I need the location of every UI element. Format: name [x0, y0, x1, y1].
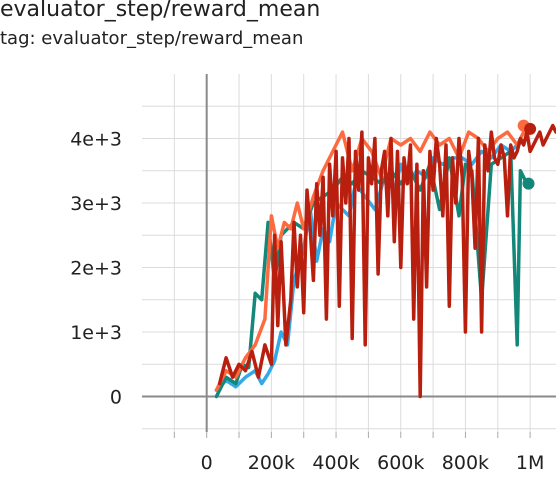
y-tick-label: 4e+3	[70, 129, 122, 151]
chart-end-markers	[517, 119, 537, 190]
series-line-4	[217, 123, 556, 399]
y-tick-label: 0	[110, 387, 122, 409]
chart-title: evaluator_step/reward_mean	[0, 0, 321, 22]
x-tick-label: 200k	[248, 452, 295, 474]
x-tick-label: 0	[201, 452, 213, 474]
end-marker-3	[522, 177, 535, 190]
chart-tag: tag: evaluator_step/reward_mean	[0, 28, 304, 49]
end-marker-2	[524, 122, 537, 135]
x-tick-label: 400k	[312, 452, 359, 474]
y-tick-label: 2e+3	[70, 258, 122, 280]
x-tick-label: 600k	[377, 452, 424, 474]
chart-tick-labels: 0 1e+3 2e+3 3e+3 4e+3 0 200k 400k 600k 800k 1M	[70, 129, 544, 474]
x-tick-label: 1M	[516, 452, 544, 474]
chart-series	[214, 123, 556, 399]
x-tick-label: 800k	[442, 452, 489, 474]
y-tick-label: 1e+3	[70, 322, 122, 344]
chart-grid	[142, 74, 556, 432]
y-tick-label: 3e+3	[70, 193, 122, 215]
chart-axes	[142, 74, 556, 438]
